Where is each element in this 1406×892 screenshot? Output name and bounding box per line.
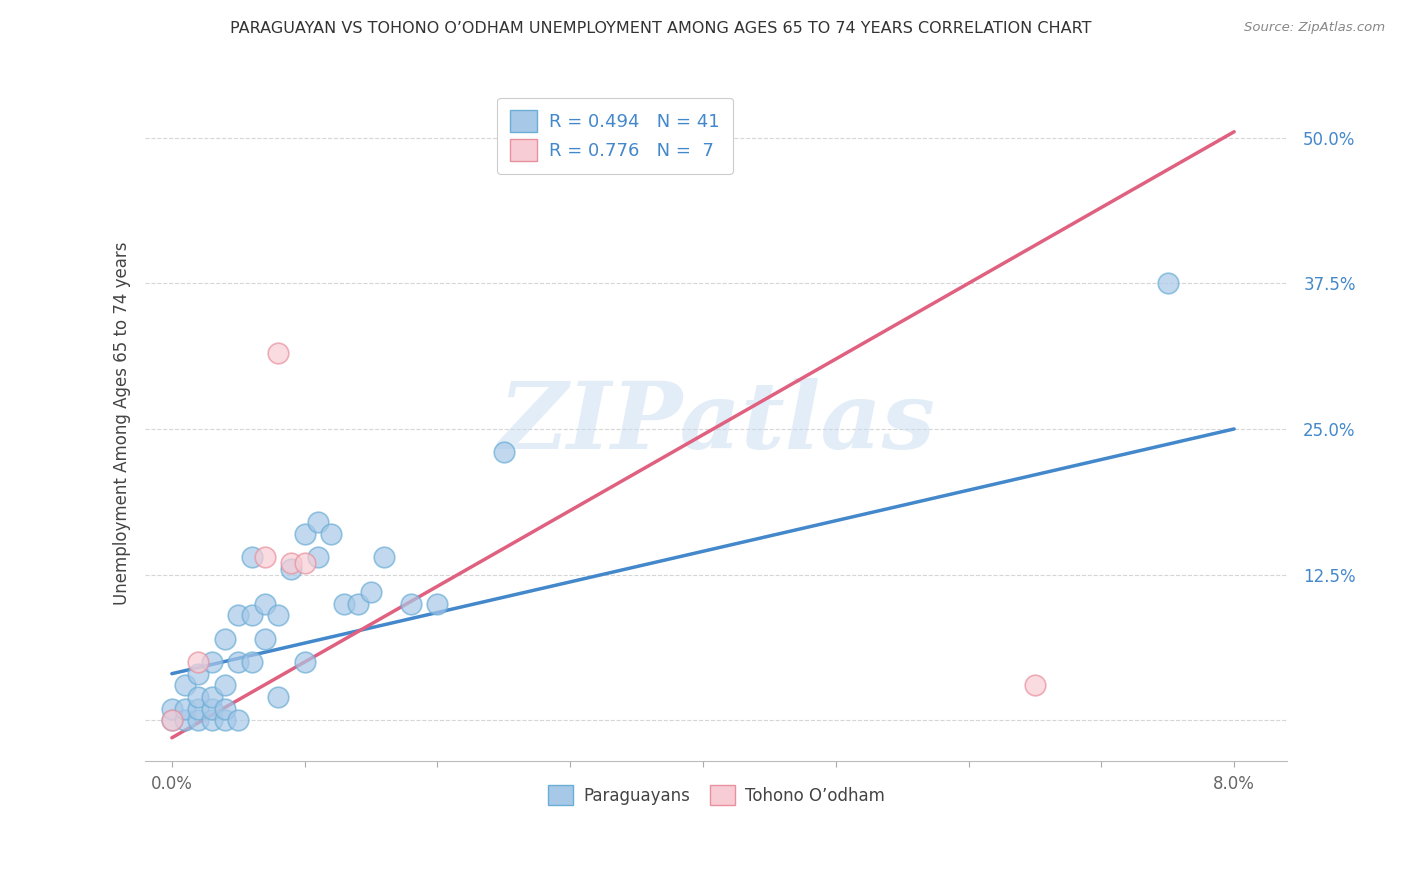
Point (174, 678, 197, 692)
Point (226, 713, 249, 727)
Point (253, 597, 276, 611)
Point (253, 632, 276, 646)
Point (160, 713, 183, 727)
Point (174, 713, 197, 727)
Point (253, 550, 276, 565)
Point (174, 701, 197, 715)
Text: ZIPatlas: ZIPatlas (498, 378, 935, 468)
Point (280, 556, 302, 570)
Point (201, 690, 224, 704)
Point (267, 346, 290, 360)
Point (294, 556, 316, 570)
Point (240, 655, 263, 669)
Point (373, 550, 395, 565)
Point (214, 678, 236, 692)
Point (187, 666, 209, 681)
Point (307, 515, 329, 529)
Point (267, 690, 290, 704)
Point (187, 701, 209, 715)
Point (160, 701, 183, 715)
Point (226, 608, 249, 623)
Point (1157, 277, 1180, 291)
Point (426, 597, 449, 611)
Point (492, 445, 515, 459)
Point (201, 713, 224, 727)
Point (1024, 678, 1046, 692)
Point (294, 655, 316, 669)
Point (360, 585, 382, 599)
Legend: Paraguayans, Tohono O’odham: Paraguayans, Tohono O’odham (540, 777, 893, 814)
Point (187, 713, 209, 727)
Point (333, 597, 356, 611)
Point (240, 608, 263, 623)
Point (214, 632, 236, 646)
Text: Source: ZipAtlas.com: Source: ZipAtlas.com (1244, 21, 1385, 34)
Y-axis label: Unemployment Among Ages 65 to 74 years: Unemployment Among Ages 65 to 74 years (114, 242, 131, 605)
Point (346, 597, 368, 611)
Point (214, 701, 236, 715)
Point (321, 526, 343, 541)
Point (187, 690, 209, 704)
Point (201, 655, 224, 669)
Text: PARAGUAYAN VS TOHONO O’ODHAM UNEMPLOYMENT AMONG AGES 65 TO 74 YEARS CORRELATION : PARAGUAYAN VS TOHONO O’ODHAM UNEMPLOYMEN… (231, 21, 1091, 36)
Point (214, 713, 236, 727)
Point (267, 608, 290, 623)
Point (399, 597, 422, 611)
Point (160, 713, 183, 727)
Point (240, 550, 263, 565)
Point (187, 655, 209, 669)
Point (307, 550, 329, 565)
Point (201, 701, 224, 715)
Point (226, 655, 249, 669)
Point (294, 526, 316, 541)
Point (280, 562, 302, 576)
